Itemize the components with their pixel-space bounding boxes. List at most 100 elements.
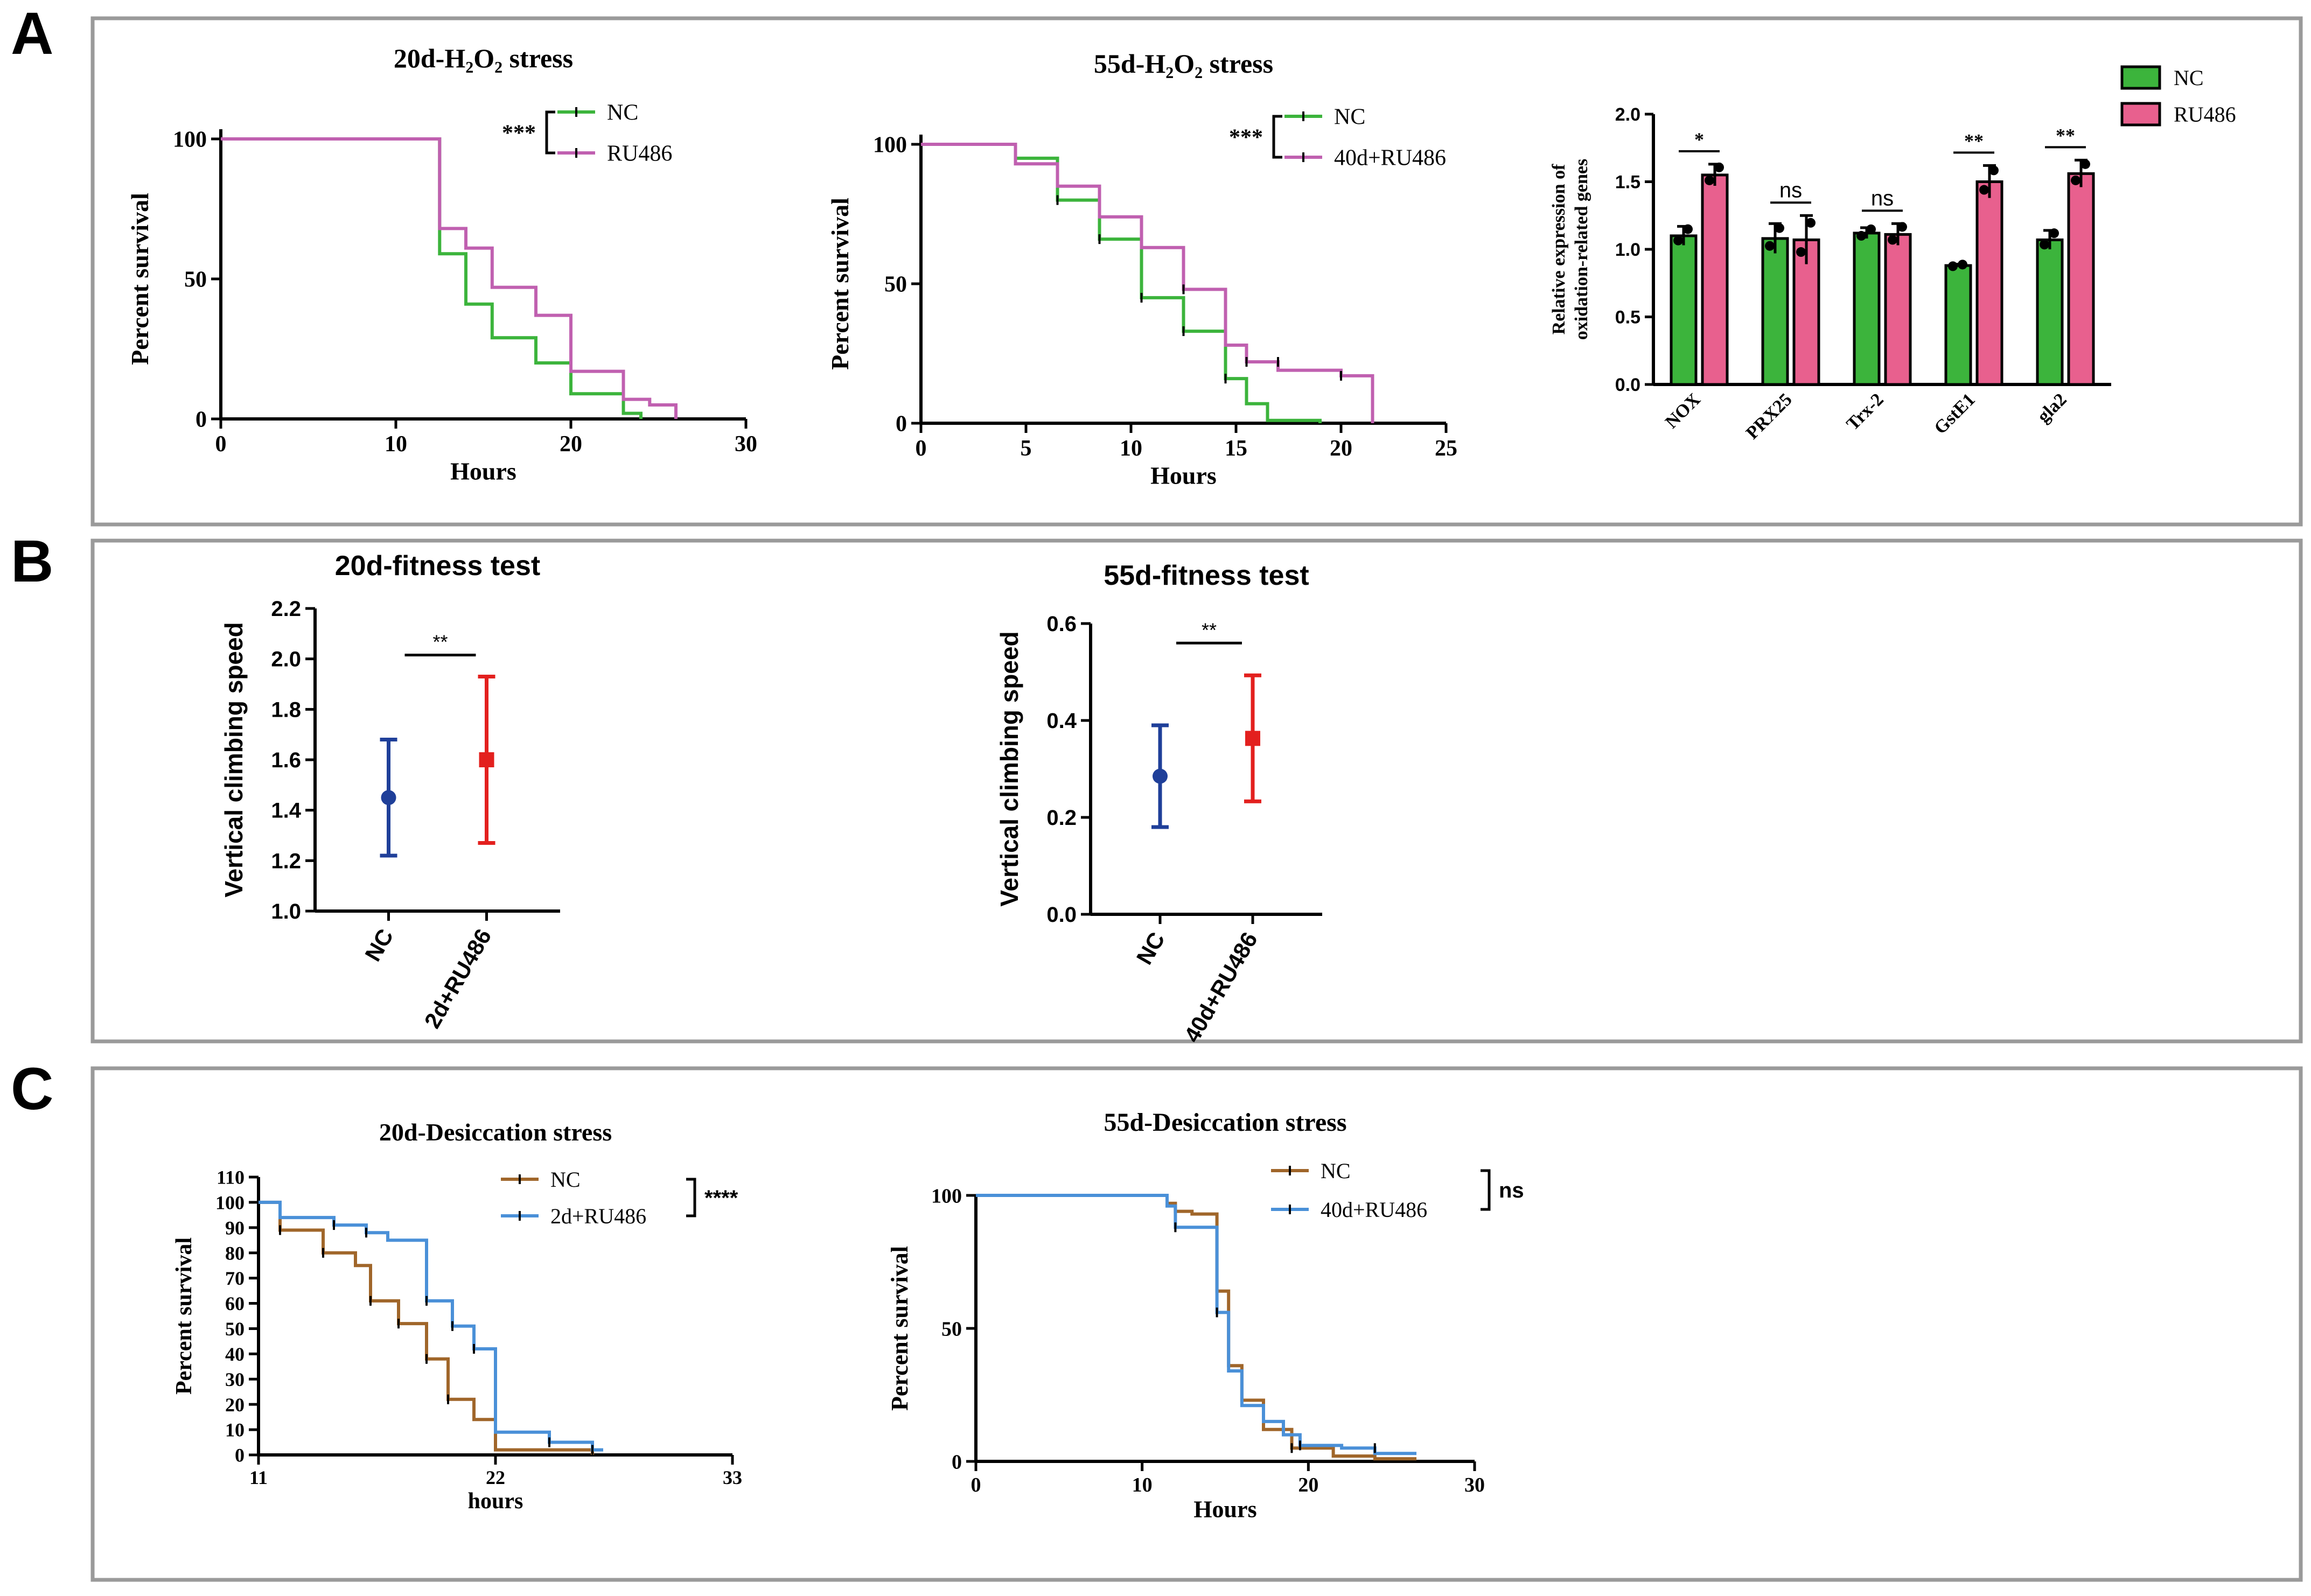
replicate-point [1989,165,1999,176]
y-axis-label-line2: oxidation-related genes [1572,159,1591,340]
survival-line-nc [221,137,643,419]
y-axis-label: Percent survival [826,198,854,370]
x-tick-label: 25 [1435,436,1457,461]
x-axis-label: hours [468,1489,523,1514]
y-tick-label: 0.5 [1615,307,1640,328]
significance-label: *** [502,121,536,146]
y-tick-label: 90 [225,1217,245,1238]
chart-title: 20d-H₂O₂ stress [394,43,573,73]
significance-bracket [545,110,555,155]
y-tick-label: 50 [941,1318,962,1340]
legend: NC 40d+RU486 ns [1271,1159,1524,1222]
bar-nc [2036,238,2064,386]
y-tick-label: 0.0 [1615,375,1640,395]
x-tick-label: 11 [249,1467,268,1488]
x-tick-label: 0 [215,432,227,457]
bar-ru486 [1701,173,1729,386]
significance-label: ns [1779,178,1802,202]
survival-line-treatment [921,143,1374,423]
x-tick-label: 30 [1464,1474,1485,1496]
mean-point-nc [1153,768,1168,784]
bar-nc [1761,237,1789,386]
panel-c-frame [90,1066,2303,1582]
significance-label: ** [1202,619,1217,641]
y-tick-label: 80 [225,1242,245,1264]
category-label: NOX [1661,389,1705,432]
axes: 0 10 20 30 40 50 60 70 80 90 100 110 11 22 33 hours Perc… [172,1167,742,1514]
replicate-point [1796,247,1806,257]
y-tick-label: 1.0 [1615,240,1640,260]
replicate-point [1775,223,1784,233]
legend-label: 40d+RU486 [1334,146,1446,171]
y-tick-label: 40 [225,1343,245,1365]
y-tick-label: 60 [225,1293,245,1314]
chart-title: 55d-Desiccation stress [1104,1108,1346,1137]
legend-label: NC [550,1167,581,1192]
significance-label: * [1694,129,1704,150]
significance-bracket [686,1178,696,1217]
panel-letter-a: A [11,1,53,67]
y-tick-label: 0 [896,412,907,437]
axes: 0 50 100 0 10 20 30 Hours Percent survival [886,1185,1485,1522]
fitness-chart: 1.0 1.2 1.4 1.6 1.8 2.0 2.2 Vertical climbing s… [220,597,560,1032]
y-tick-label: 50 [884,272,907,297]
y-tick-label: 0.6 [1046,612,1077,636]
y-tick-label: 2.2 [271,597,301,621]
replicate-point [1683,224,1693,234]
y-tick-label: 0 [235,1445,245,1466]
legend: NC 40d+RU486 *** [1229,105,1446,171]
replicate-point [1958,260,1967,270]
legend-label: 40d+RU486 [1321,1198,1427,1222]
x-tick-label: 10 [1132,1474,1153,1496]
y-tick-label: 2.0 [1615,104,1640,125]
y-tick-label: 0.0 [1046,903,1077,927]
legend-label: NC [2174,66,2204,90]
y-tick-label: 100 [931,1185,962,1207]
significance-bracket [1481,1169,1491,1211]
replicate-point [1897,222,1907,232]
bar-nc [1853,232,1881,386]
x-tick-label: 0 [971,1474,981,1496]
x-axis-label: Hours [1193,1496,1256,1523]
y-axis-label: Percent survival [886,1246,913,1411]
replicate-point [1673,235,1683,246]
replicate-point [1948,261,1958,271]
bar-ru486 [1975,180,2003,386]
bar-ru486 [2067,172,2095,386]
survival-line-treatment [221,137,678,419]
category-label: PRX25 [1742,389,1796,443]
y-tick-label: 0 [952,1451,962,1473]
bar-chart: 0.0 0.5 1.0 1.5 2.0 Relative expression of oxi… [1549,65,2236,443]
y-tick-label: 50 [225,1318,245,1340]
replicate-point [1856,230,1866,241]
category-label: Trx-2 [1843,389,1888,434]
legend-label: RU486 [607,142,672,166]
series-group [921,143,1374,423]
significance-label: *** [1229,125,1263,150]
panel-a-frame [90,16,2303,527]
legend-swatch [2120,102,2161,127]
x-tick-label: 5 [1021,436,1032,461]
category-label: NC [360,925,398,965]
y-tick-label: 1.6 [271,748,301,772]
legend-swatch [2120,65,2161,90]
significance-label: ns [1871,186,1894,210]
y-axis-label-line1: Relative expression of [1549,164,1569,334]
replicate-point [1765,241,1775,251]
x-tick-label: 0 [916,436,927,461]
survival-line-nc [921,143,1322,423]
replicate-point [1888,235,1897,245]
replicate-point [2049,228,2059,239]
x-tick-label: 20 [1330,436,1352,461]
legend-label: NC [607,101,638,125]
y-tick-label: 0.2 [1046,806,1077,830]
bar-ru486 [1884,233,1912,386]
significance-bracket [1272,115,1282,159]
x-tick-label: 30 [735,432,757,457]
category-label: 40d+RU486 [1179,928,1262,1047]
x-tick-label: 10 [385,432,407,457]
significance-label: **** [704,1186,738,1210]
y-tick-label: 30 [225,1369,245,1390]
y-tick-label: 1.8 [271,698,301,722]
